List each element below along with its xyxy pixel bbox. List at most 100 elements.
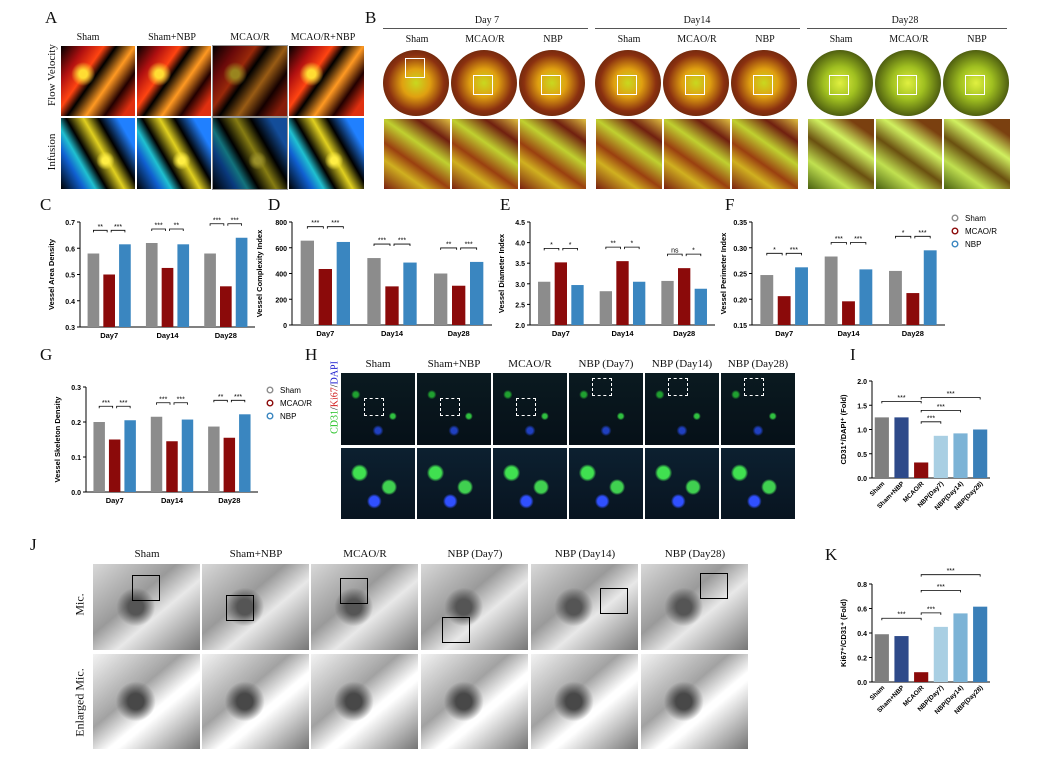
- bar-i-0: [874, 417, 889, 478]
- y-tick-label: 1.5: [857, 403, 867, 410]
- y-axis-label: Vessel Area Density: [47, 238, 56, 310]
- b-col-label: Sham: [829, 34, 853, 45]
- a-col-mcao: MCAO/R: [230, 32, 270, 43]
- panel-label-k: K: [825, 545, 838, 564]
- y-tick-label: 0.0: [71, 490, 81, 497]
- significance-label: ***: [231, 217, 239, 224]
- h-col-label: Sham: [365, 358, 391, 370]
- y-tick-label: 0.2: [857, 656, 867, 663]
- b-divider-day7: [383, 28, 588, 29]
- y-tick-label: 0.25: [733, 272, 747, 279]
- b-col-label: NBP: [543, 34, 563, 45]
- h-overview-image: [720, 372, 796, 446]
- bar-f-nbp: [859, 269, 873, 325]
- j-enlarged-micrograph: [201, 653, 310, 750]
- significance-bracket: [920, 612, 942, 615]
- significance-label: **: [446, 241, 452, 248]
- significance-label: ***: [378, 238, 386, 245]
- bar-c-sham: [204, 253, 216, 327]
- j-micrograph: [530, 563, 639, 651]
- a-image-infusion-mcao-nbp: [288, 117, 365, 190]
- bar-f-nbp: [795, 267, 808, 325]
- bar-f-mcaor: [842, 301, 855, 325]
- h-overview-image: [416, 372, 492, 446]
- j-micrograph: [640, 563, 749, 651]
- significance-label: ***: [398, 238, 406, 245]
- bar-g-mcaor: [108, 439, 121, 492]
- significance-bracket: [895, 235, 912, 239]
- j-enlarged-micrograph: [420, 653, 529, 750]
- significance-bracket: [156, 402, 171, 405]
- significance-bracket: [98, 405, 114, 409]
- significance-label: ***: [947, 568, 955, 575]
- bar-e-nbp: [632, 281, 646, 325]
- h-enlarged-image: [720, 447, 796, 520]
- y-tick-label: 0.6: [65, 246, 75, 253]
- y-tick-label: 0.15: [733, 323, 747, 330]
- significance-label: ***: [213, 217, 221, 224]
- j-col-label: MCAO/R: [343, 548, 387, 560]
- bar-f-mcaor: [777, 296, 791, 325]
- panel-label-i: I: [850, 345, 856, 364]
- significance-label: ***: [102, 400, 110, 407]
- significance-bracket: [685, 253, 702, 257]
- b-zoom-box: [405, 58, 425, 78]
- legend-marker: [951, 214, 959, 222]
- h-overview-image: [492, 372, 568, 446]
- legend-marker: [266, 412, 274, 420]
- h-zoom-box: [440, 398, 460, 416]
- bar-i-3: [933, 435, 948, 478]
- legend-marker: [951, 240, 959, 248]
- y-tick-label: 4.5: [515, 220, 525, 227]
- b-circle-image: [519, 50, 585, 116]
- b-zoom-box: [753, 75, 773, 95]
- y-tick-label: 600: [275, 246, 287, 253]
- b-circle-image: [595, 50, 661, 116]
- significance-bracket: [393, 243, 411, 247]
- significance-label: **: [174, 223, 180, 230]
- y-tick-label: 0.0: [857, 680, 867, 687]
- b-col-label: MCAO/R: [889, 34, 929, 45]
- significance-bracket: [920, 397, 981, 400]
- a-image-infusion-sham-nbp: [136, 117, 212, 190]
- y-tick-label: 0.0: [857, 476, 867, 483]
- y-tick-label: 0.3: [71, 385, 81, 392]
- bar-k-3: [933, 626, 948, 682]
- significance-label: ***: [927, 415, 935, 422]
- b-circle-image: [943, 50, 1009, 116]
- bar-f-sham: [760, 275, 774, 325]
- bar-e-sham: [661, 280, 674, 325]
- bar-d-mcaor: [385, 286, 399, 325]
- significance-label: ***: [159, 396, 167, 403]
- y-tick-label: 0.2: [71, 420, 81, 427]
- panel-label-j: J: [30, 535, 37, 554]
- j-zoom-box: [226, 595, 254, 621]
- significance-label: ***: [854, 236, 862, 243]
- y-tick-label: 3.0: [515, 282, 525, 289]
- y-axis-label: CD31⁺/DAPI⁺ (Fold): [839, 394, 848, 465]
- y-tick-label: 0.4: [65, 299, 75, 306]
- j-col-label: Sham: [134, 548, 160, 560]
- j-col-label: NBP (Day28): [664, 548, 726, 560]
- h-zoom-box: [364, 398, 384, 416]
- bar-i-5: [973, 429, 988, 478]
- panel-label-d: D: [268, 195, 281, 214]
- b-day7: Day 7: [474, 15, 500, 26]
- bar-g-nbp: [239, 414, 251, 492]
- significance-bracket: [920, 590, 961, 593]
- y-tick-label: 800: [275, 220, 287, 227]
- y-tick-label: 0.5: [857, 452, 867, 459]
- h-enlarged-image: [340, 447, 416, 520]
- j-enlarged-micrograph: [310, 653, 419, 750]
- b-enlarged-image: [807, 118, 875, 190]
- significance-label: *: [569, 242, 572, 249]
- panel-label-g: G: [40, 345, 53, 364]
- significance-bracket: [230, 399, 246, 403]
- b-circle-image: [875, 50, 941, 116]
- a-image-velocity-mcao: [212, 45, 288, 117]
- bar-g-mcaor: [223, 437, 236, 492]
- h-enlarged-image: [492, 447, 568, 520]
- significance-bracket: [667, 253, 683, 257]
- x-category-label: Day7: [552, 329, 570, 338]
- y-tick-label: 0: [283, 323, 287, 330]
